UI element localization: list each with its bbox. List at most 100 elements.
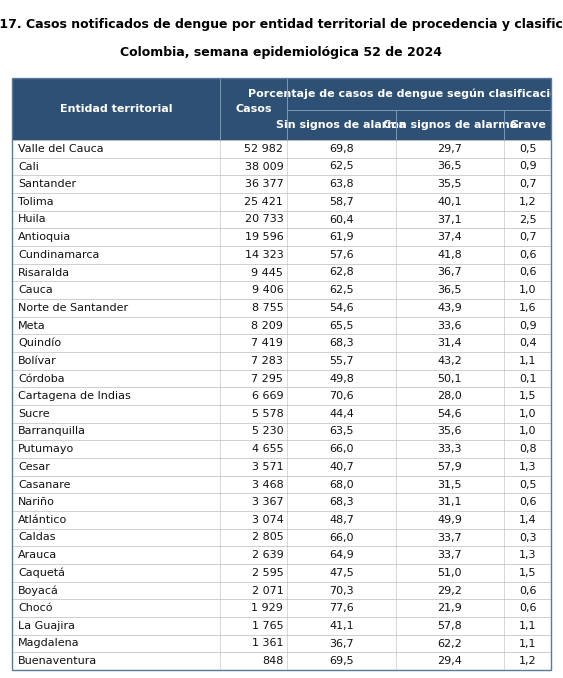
Text: 33,6: 33,6 [437, 321, 462, 330]
Text: Magdalena: Magdalena [18, 639, 79, 648]
Bar [12, 458, 551, 476]
Text: 0,7: 0,7 [519, 179, 537, 189]
Text: 37,1: 37,1 [437, 214, 462, 224]
Text: Barranquilla: Barranquilla [18, 426, 86, 437]
Text: Entidad territorial: Entidad territorial [60, 104, 172, 114]
Text: 7 419: 7 419 [252, 338, 283, 348]
Bar [12, 652, 551, 670]
Text: 63,5: 63,5 [329, 426, 354, 437]
Text: Grave: Grave [509, 120, 546, 130]
Text: Sucre: Sucre [18, 409, 50, 419]
Text: 31,5: 31,5 [437, 479, 462, 490]
Text: Cartagena de Indias: Cartagena de Indias [18, 391, 131, 401]
Text: 0,5: 0,5 [519, 144, 537, 154]
Text: 1 361: 1 361 [252, 639, 283, 648]
Bar [12, 140, 551, 158]
Text: 49,9: 49,9 [437, 515, 462, 525]
Text: 44,4: 44,4 [329, 409, 354, 419]
Bar [12, 211, 551, 228]
Text: Huila: Huila [18, 214, 47, 224]
Text: 1,3: 1,3 [519, 462, 537, 472]
Bar [12, 317, 551, 334]
Text: Antioquia: Antioquia [18, 232, 72, 242]
Text: 1,1: 1,1 [519, 621, 537, 631]
Text: 3 074: 3 074 [252, 515, 283, 525]
Text: 33,3: 33,3 [437, 444, 462, 454]
Text: 14 323: 14 323 [244, 250, 283, 260]
Text: 40,7: 40,7 [329, 462, 354, 472]
Text: 2 639: 2 639 [252, 550, 283, 560]
Text: 1,0: 1,0 [519, 285, 537, 295]
Text: 37,4: 37,4 [437, 232, 462, 242]
Text: 0,6: 0,6 [519, 497, 537, 507]
Bar [12, 228, 551, 246]
Text: Porcentaje de casos de dengue según clasificación (%): Porcentaje de casos de dengue según clas… [248, 89, 563, 99]
Bar [12, 264, 551, 281]
Text: 0,5: 0,5 [519, 479, 537, 490]
Text: 62,5: 62,5 [329, 161, 354, 172]
Text: Tolima: Tolima [18, 197, 53, 207]
Text: 29,2: 29,2 [437, 586, 462, 595]
Text: 36,5: 36,5 [437, 161, 462, 172]
Text: 1,5: 1,5 [519, 568, 537, 578]
Text: 31,1: 31,1 [437, 497, 462, 507]
Text: Bolívar: Bolívar [18, 356, 57, 366]
Text: 7 283: 7 283 [252, 356, 283, 366]
Bar [12, 564, 551, 582]
Text: Cali: Cali [18, 161, 39, 172]
Text: 61,9: 61,9 [329, 232, 354, 242]
Text: 3 367: 3 367 [252, 497, 283, 507]
Text: 68,0: 68,0 [329, 479, 354, 490]
Bar [12, 387, 551, 405]
Text: 48,7: 48,7 [329, 515, 354, 525]
Text: Chocó: Chocó [18, 603, 52, 613]
Text: 4 655: 4 655 [252, 444, 283, 454]
Text: 62,2: 62,2 [437, 639, 462, 648]
Text: 54,6: 54,6 [329, 303, 354, 313]
Text: 43,2: 43,2 [437, 356, 462, 366]
Text: 55,7: 55,7 [329, 356, 354, 366]
Text: Buenaventura: Buenaventura [18, 656, 97, 666]
Bar [12, 176, 551, 193]
Text: 6 669: 6 669 [252, 391, 283, 401]
Bar [12, 246, 551, 264]
Text: 51,0: 51,0 [437, 568, 462, 578]
Bar [12, 494, 551, 511]
Bar [12, 193, 551, 211]
Text: 2,5: 2,5 [519, 214, 537, 224]
Text: 69,5: 69,5 [329, 656, 354, 666]
Text: 25 421: 25 421 [244, 197, 283, 207]
Text: 3 571: 3 571 [252, 462, 283, 472]
Text: 8 755: 8 755 [252, 303, 283, 313]
Text: 35,5: 35,5 [437, 179, 462, 189]
Text: 50,1: 50,1 [437, 374, 462, 384]
Text: Valle del Cauca: Valle del Cauca [18, 144, 104, 154]
Text: 9 406: 9 406 [252, 285, 283, 295]
Text: 0,6: 0,6 [519, 603, 537, 613]
Text: 1,1: 1,1 [519, 639, 537, 648]
Text: 33,7: 33,7 [437, 550, 462, 560]
Bar [12, 334, 551, 352]
Bar [12, 405, 551, 422]
Text: 1,5: 1,5 [519, 391, 537, 401]
Text: Caquetá: Caquetá [18, 567, 65, 578]
Bar [12, 299, 551, 317]
Text: Boyacá: Boyacá [18, 585, 59, 596]
Text: 28,0: 28,0 [437, 391, 462, 401]
Text: Cesar: Cesar [18, 462, 50, 472]
Text: 1 929: 1 929 [252, 603, 283, 613]
Text: 36 377: 36 377 [244, 179, 283, 189]
Text: La Guajira: La Guajira [18, 621, 75, 631]
Text: 0,9: 0,9 [519, 161, 537, 172]
Text: 5 230: 5 230 [252, 426, 283, 437]
Text: 5 578: 5 578 [252, 409, 283, 419]
Text: 0,7: 0,7 [519, 232, 537, 242]
Text: 1,4: 1,4 [519, 515, 537, 525]
Text: 1,6: 1,6 [519, 303, 537, 313]
Text: Atlántico: Atlántico [18, 515, 67, 525]
Text: 1,3: 1,3 [519, 550, 537, 560]
Text: 60,4: 60,4 [329, 214, 354, 224]
Text: 66,0: 66,0 [329, 444, 354, 454]
Text: 21,9: 21,9 [437, 603, 462, 613]
Text: 77,6: 77,6 [329, 603, 354, 613]
